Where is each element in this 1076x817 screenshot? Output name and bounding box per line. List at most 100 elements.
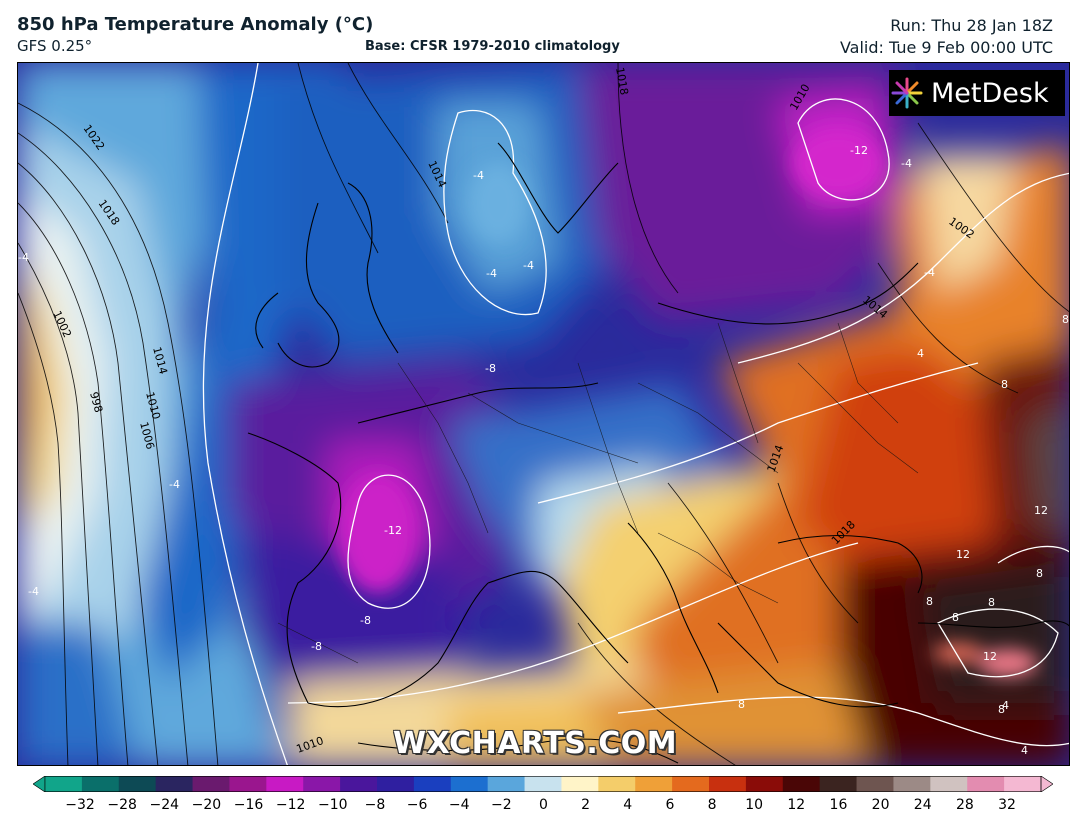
colorbar-cell: [192, 776, 230, 792]
anomaly-map: 1022 1018 1014 1010 1006 1002 998 1014 1…: [17, 62, 1070, 766]
colorbar-cell: [450, 776, 489, 792]
isobar-label: 998: [87, 390, 105, 414]
anomaly-label: -12: [384, 524, 402, 537]
anomaly-label: -4: [169, 478, 180, 491]
colorbar-cell: [229, 776, 267, 792]
colorbar-tick-label: 2: [581, 797, 591, 813]
anomaly-label: -4: [473, 169, 484, 182]
colorbar-tick-label: 0: [539, 797, 548, 813]
anomaly-label: -4: [901, 157, 912, 170]
anomaly-label: -8: [360, 614, 371, 627]
chart-title: 850 hPa Temperature Anomaly (°C): [17, 14, 374, 35]
anomaly-label: 8: [1001, 378, 1008, 391]
coastlines: [247, 142, 1069, 764]
anomaly-label: 12: [1034, 504, 1048, 517]
anomaly-label: 8: [1036, 567, 1043, 580]
anomaly-label: 4: [917, 347, 924, 360]
colorbar-cell: [930, 776, 968, 792]
run-time-label: Run: Thu 28 Jan 18Z: [890, 16, 1053, 35]
colorbar-tick-label: 16: [829, 797, 848, 813]
colorbar-cell: [967, 776, 1005, 792]
colorbar-cell: [893, 776, 931, 792]
colorbar-cell: [561, 776, 599, 792]
colorbar-cell: [487, 776, 526, 792]
isobar-lines: [18, 63, 1069, 765]
isobar-label: 1018: [613, 66, 631, 96]
colorbar-tick-label: −20: [191, 797, 222, 813]
colorbar-cell: [745, 776, 784, 792]
colorbar-tick-labels: −32 −28 −24 −20 −16 −12 −10 −8 −6 −4 −2 0 2 4 6 8 10 12 16…: [0, 797, 1076, 817]
borders: [277, 322, 919, 664]
colorbar-cell: [377, 776, 415, 792]
anomaly-label: 8: [1062, 313, 1069, 326]
colorbar-max-arrow: [1040, 776, 1053, 792]
colorbar-tick-label: −28: [107, 797, 137, 813]
colorbar-min-arrow: [33, 776, 46, 792]
colorbar-tick-label: 12: [787, 797, 806, 813]
colorbar-cell: [782, 776, 821, 792]
metdesk-starburst-icon: [891, 77, 923, 109]
anomaly-label: -4: [523, 259, 534, 272]
colorbar-cell: [340, 776, 378, 792]
colorbar-cell: [598, 776, 636, 792]
colorbar-tick-label: 6: [665, 797, 675, 813]
colorbar-cell: [819, 776, 858, 792]
colorbar-cell: [524, 776, 562, 792]
wxcharts-watermark: WXCHARTS.COM: [393, 726, 678, 761]
colorbar-tick-label: −4: [448, 797, 470, 813]
colorbar-outline: [44, 776, 1042, 792]
colorbar-tick-label: −12: [275, 797, 306, 813]
valid-time-label: Valid: Tue 9 Feb 00:00 UTC: [839, 38, 1053, 57]
metdesk-logo: MetDesk: [889, 70, 1065, 116]
colorbar-tick-label: −6: [406, 797, 428, 813]
colorbar-cell: [266, 776, 304, 792]
colorbar-cell: [45, 776, 83, 792]
anomaly-label: 8: [952, 611, 959, 624]
colorbar-tick-label: −8: [364, 797, 386, 813]
climatology-base-label: Base: CFSR 1979-2010 climatology: [365, 39, 620, 54]
colorbar: [33, 776, 1053, 792]
colorbar-cell: [709, 776, 747, 792]
colorbar-tick-label: 32: [998, 797, 1016, 813]
map-canvas: 1022 1018 1014 1010 1006 1002 998 1014 1…: [18, 63, 1069, 765]
colorbar-tick-label: 4: [623, 797, 633, 813]
anomaly-label: 4: [1021, 744, 1028, 757]
colorbar-tick-label: 10: [745, 797, 764, 813]
colorbar-cell: [1004, 776, 1042, 792]
colorbar-tick-label: 8: [707, 797, 717, 813]
colorbar-cell: [672, 776, 710, 792]
colorbar-tick-label: −32: [65, 797, 95, 813]
model-label: GFS 0.25°: [17, 37, 93, 55]
anomaly-label: -4: [486, 267, 497, 280]
colorbar-tick-label: −2: [491, 797, 512, 813]
anomaly-label: -12: [850, 144, 868, 157]
colorbar-tick-label: −10: [318, 797, 348, 813]
anomaly-label: 12: [956, 548, 970, 561]
anomaly-label: -8: [485, 362, 496, 375]
colorbar-cell: [118, 776, 157, 792]
anomaly-detail: [338, 128, 1038, 677]
colorbar-cell: [81, 776, 120, 792]
anomaly-label: -8: [311, 640, 322, 653]
colorbar-cell: [155, 776, 194, 792]
colorbar-tick-label: 24: [913, 797, 932, 813]
anomaly-label: 8: [738, 698, 745, 711]
colorbar-cell: [303, 776, 341, 792]
anomaly-label: 8: [926, 595, 933, 608]
anomaly-label: 12: [983, 650, 997, 663]
anomaly-contours: [202, 63, 1069, 765]
anomaly-label: 4: [1002, 699, 1009, 712]
colorbar-cell: [856, 776, 894, 792]
colorbar-tick-label: −16: [233, 797, 264, 813]
metdesk-logo-text: MetDesk: [931, 77, 1049, 109]
anomaly-label: -4: [28, 585, 39, 598]
colorbar-tick-label: −24: [149, 797, 180, 813]
colorbar-tick-label: 20: [871, 797, 890, 813]
anomaly-label: 8: [988, 596, 995, 609]
colorbar-cell: [413, 776, 452, 792]
anomaly-label: 8: [998, 703, 1005, 716]
anomaly-labels: -4 -4 -4 -4 -4 -4 -12 -4 -8 -12 -8 -8 -4…: [18, 144, 1069, 757]
anomaly-label: -4: [924, 266, 935, 279]
colorbar-cell: [635, 776, 673, 792]
colorbar-tick-label: 28: [955, 797, 974, 813]
